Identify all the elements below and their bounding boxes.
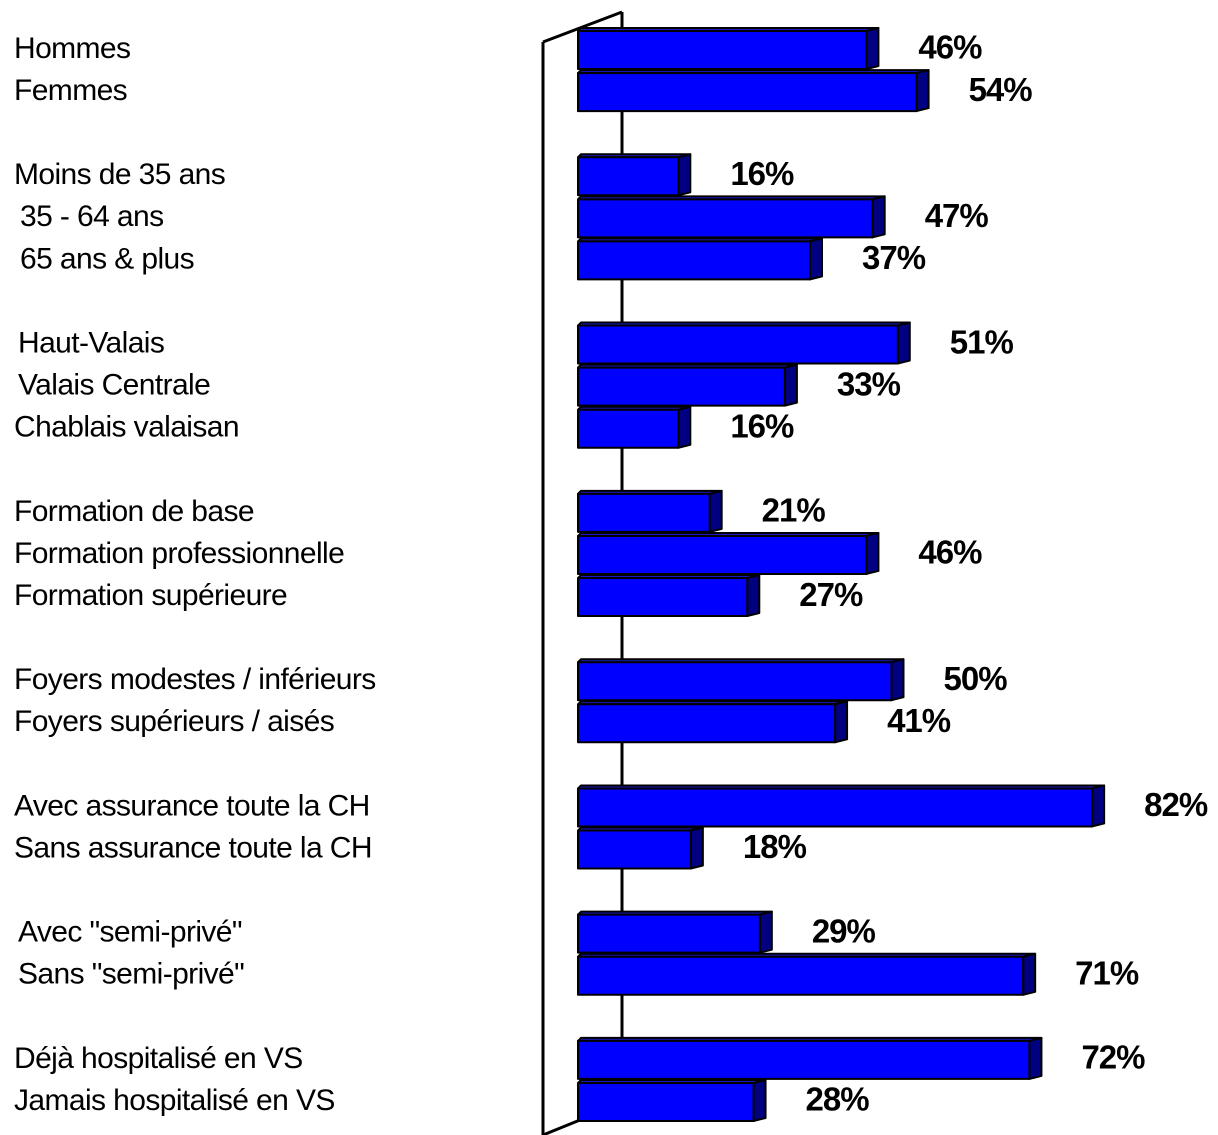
bar-side: [834, 700, 849, 744]
bar-front: [577, 1039, 1031, 1080]
bar-front: [577, 72, 918, 113]
bar: [577, 700, 849, 744]
category-label: Formation de base: [14, 495, 254, 528]
bar: [577, 826, 704, 870]
value-label: 71%: [1075, 954, 1139, 991]
category-label: Avec assurance toute la CH: [14, 789, 370, 822]
bar-front: [577, 913, 761, 954]
value-label: 50%: [944, 660, 1008, 697]
bar-front: [577, 324, 899, 365]
category-label: Hommes: [14, 32, 130, 65]
bar-side: [865, 531, 880, 575]
bar-side: [890, 658, 905, 702]
value-label: 27%: [799, 576, 863, 613]
category-label: 35 - 64 ans: [20, 200, 164, 233]
value-label: 72%: [1081, 1039, 1145, 1076]
value-label: 82%: [1144, 786, 1208, 823]
category-label: Formation supérieure: [14, 579, 287, 612]
bar: [577, 910, 773, 954]
bar: [577, 574, 761, 618]
bar-front: [577, 534, 868, 575]
bar: [577, 153, 692, 197]
bar: [577, 1036, 1043, 1080]
bar: [577, 784, 1106, 828]
category-label: Foyers supérieurs / aisés: [14, 705, 334, 738]
bar-front: [577, 408, 680, 449]
bar-front: [577, 955, 1025, 996]
bar-front: [577, 829, 692, 870]
bar-side: [752, 1079, 767, 1122]
category-label: Femmes: [14, 74, 127, 107]
bar: [577, 195, 886, 239]
bar: [577, 237, 823, 281]
value-label: 54%: [969, 71, 1033, 108]
bar-side: [915, 69, 930, 113]
bar: [577, 489, 723, 533]
bar-side: [808, 237, 823, 281]
axis-bottom-edge: [542, 1118, 581, 1135]
bar-side: [708, 489, 723, 533]
bar-side: [746, 574, 761, 618]
bar: [577, 952, 1037, 996]
category-label: Avec "semi-privé": [18, 916, 242, 949]
bar: [577, 531, 880, 575]
bar-front: [577, 30, 868, 70]
value-label: 46%: [918, 29, 982, 66]
value-label: 37%: [862, 239, 926, 276]
bar-front: [577, 787, 1094, 828]
bar-side: [1028, 1036, 1043, 1080]
bar-side: [689, 826, 704, 870]
bar: [577, 363, 798, 407]
bar-side: [896, 321, 911, 365]
bar: [577, 405, 692, 449]
category-label: Chablais valaisan: [14, 411, 239, 444]
bar: [577, 1079, 767, 1122]
value-label: 47%: [925, 197, 989, 234]
value-label: 28%: [806, 1081, 870, 1118]
category-label: Haut-Valais: [18, 326, 164, 359]
bar-front: [577, 240, 811, 281]
category-label: Sans "semi-privé": [18, 958, 244, 991]
bar-side: [758, 910, 773, 954]
value-label: 33%: [837, 365, 901, 402]
category-label: Jamais hospitalisé en VS: [14, 1084, 335, 1117]
value-label: 46%: [918, 534, 982, 571]
value-label: 18%: [743, 828, 807, 865]
category-label: Formation professionnelle: [14, 537, 344, 570]
category-label: Valais Centrale: [18, 369, 210, 402]
value-label: 16%: [730, 155, 794, 192]
bar: [577, 658, 905, 702]
category-label: Moins de 35 ans: [14, 158, 225, 191]
bar-front: [577, 198, 874, 239]
value-label: 21%: [762, 492, 826, 529]
bar-side: [677, 405, 692, 449]
bar-front: [577, 1082, 755, 1122]
bar-front: [577, 366, 786, 407]
bar-front: [577, 661, 893, 702]
category-label: Foyers modestes / inférieurs: [14, 663, 376, 696]
category-label: Déjà hospitalisé en VS: [14, 1042, 303, 1075]
bar-front: [577, 703, 837, 744]
bar-side: [865, 27, 880, 70]
bar-side: [1091, 784, 1106, 828]
value-label: 41%: [887, 702, 951, 739]
bar-front: [577, 492, 711, 533]
category-label: Sans assurance toute la CH: [14, 831, 372, 864]
bar: [577, 321, 911, 365]
bar-side: [783, 363, 798, 407]
bar-side: [871, 195, 886, 239]
bar-front: [577, 156, 680, 197]
value-label: 16%: [730, 407, 794, 444]
category-label: 65 ans & plus: [20, 242, 194, 275]
value-label: 51%: [950, 323, 1014, 360]
bar-side: [677, 153, 692, 197]
bar: [577, 69, 930, 113]
bar-front: [577, 577, 749, 618]
bar: [577, 27, 880, 70]
bar-side: [1022, 952, 1037, 996]
value-label: 29%: [812, 912, 876, 949]
